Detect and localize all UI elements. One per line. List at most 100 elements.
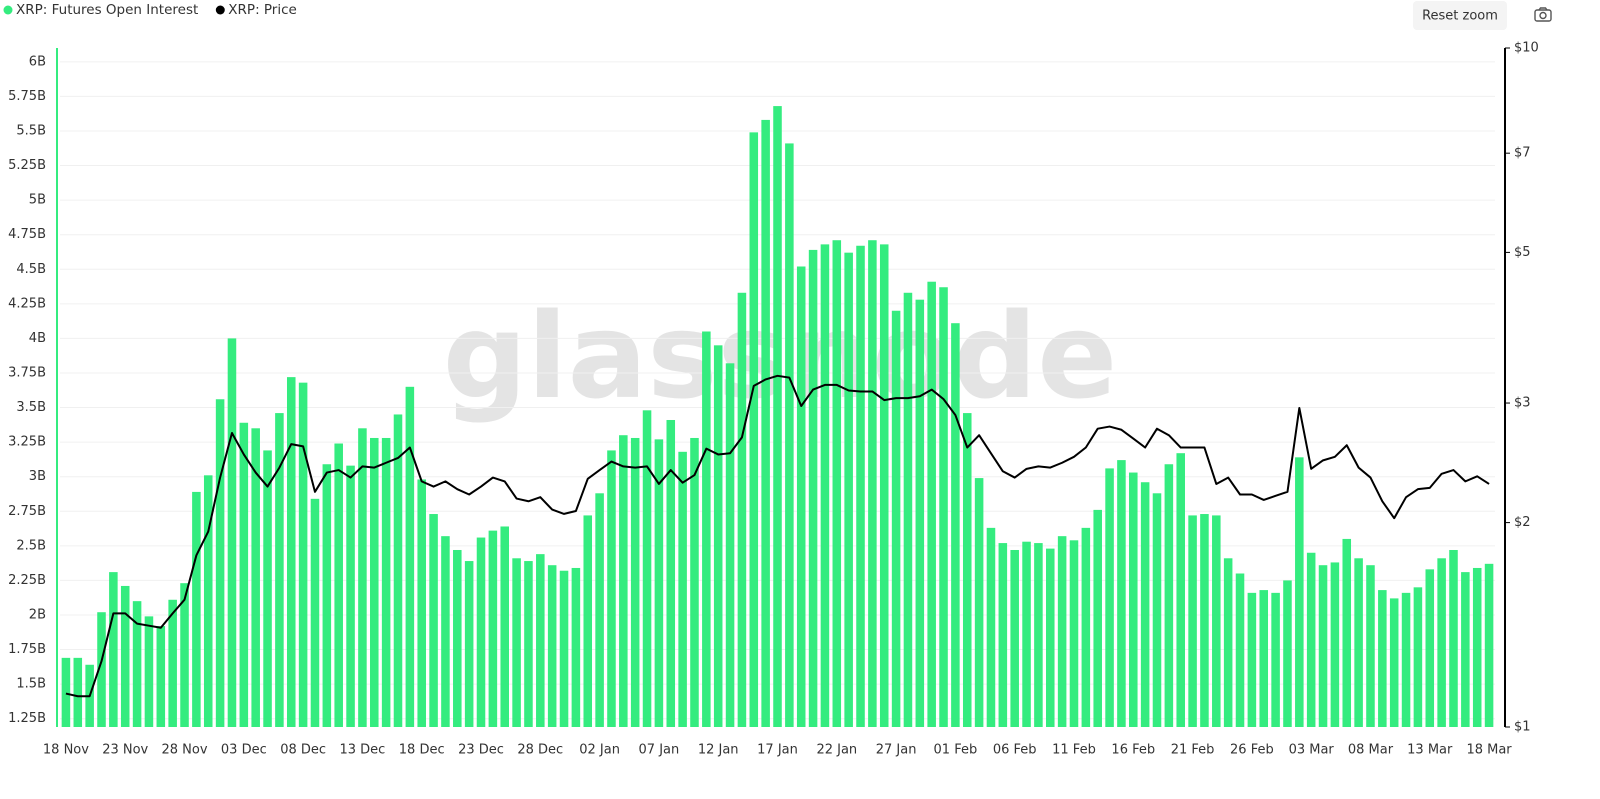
bar bbox=[773, 106, 782, 727]
bar bbox=[607, 450, 616, 727]
legend-label: XRP: Futures Open Interest bbox=[16, 2, 198, 18]
bar bbox=[1247, 592, 1257, 727]
bar bbox=[275, 413, 284, 727]
y-tick-label: 4B bbox=[29, 331, 46, 346]
bar bbox=[1366, 565, 1375, 727]
reset-zoom-button[interactable]: Reset zoom bbox=[1413, 1, 1507, 30]
legend-dot bbox=[3, 5, 13, 15]
bar bbox=[690, 437, 699, 727]
bar bbox=[1306, 552, 1316, 727]
bar bbox=[512, 558, 521, 727]
bar bbox=[1045, 548, 1055, 727]
legend-dot bbox=[215, 5, 225, 15]
x-tick-label: 28 Nov bbox=[162, 743, 208, 758]
bar bbox=[903, 292, 913, 727]
bar bbox=[856, 245, 865, 727]
bar bbox=[180, 583, 189, 727]
bar bbox=[1342, 538, 1352, 727]
bar bbox=[1235, 573, 1245, 727]
x-tick-label: 12 Jan bbox=[698, 743, 739, 758]
x-tick-label: 23 Dec bbox=[458, 743, 504, 758]
x-tick-label: 03 Dec bbox=[221, 743, 267, 758]
bar bbox=[97, 612, 106, 727]
y2-tick-label: $1 bbox=[1514, 720, 1531, 735]
bar bbox=[1152, 493, 1162, 727]
bar bbox=[227, 338, 237, 727]
bar bbox=[73, 657, 83, 727]
bar bbox=[583, 515, 593, 727]
legend-item[interactable]: XRP: Futures Open Interest bbox=[3, 2, 199, 18]
y2-tick-label: $5 bbox=[1514, 245, 1531, 260]
y-tick-label: 5.75B bbox=[8, 89, 46, 104]
camera-icon[interactable] bbox=[1534, 7, 1552, 22]
y-tick-label: 1.5B bbox=[16, 677, 46, 692]
bar bbox=[998, 543, 1008, 727]
bar bbox=[939, 287, 948, 727]
bar bbox=[844, 252, 853, 727]
bar bbox=[263, 450, 272, 727]
x-tick-label: 03 Mar bbox=[1289, 743, 1335, 758]
x-tick-label: 08 Mar bbox=[1348, 743, 1394, 758]
bar bbox=[619, 435, 628, 727]
bar bbox=[808, 249, 818, 728]
bar bbox=[1295, 457, 1304, 727]
bar bbox=[630, 437, 640, 727]
x-tick-label: 01 Feb bbox=[934, 743, 978, 758]
bar bbox=[1188, 515, 1197, 727]
bar bbox=[61, 657, 71, 727]
bar bbox=[832, 240, 842, 728]
bar bbox=[1200, 514, 1209, 727]
y-tick-label: 4.75B bbox=[8, 227, 46, 242]
bar bbox=[1449, 549, 1458, 727]
bar bbox=[915, 299, 925, 727]
y-tick-label: 2.25B bbox=[8, 573, 46, 588]
x-tick-label: 06 Feb bbox=[993, 743, 1037, 758]
bar bbox=[1093, 509, 1102, 727]
bar bbox=[1330, 562, 1340, 727]
bar bbox=[251, 428, 260, 727]
y2-tick-label: $7 bbox=[1514, 146, 1531, 161]
bar bbox=[1057, 536, 1067, 727]
bar bbox=[559, 570, 569, 727]
bar bbox=[453, 549, 462, 727]
bar bbox=[1389, 598, 1399, 727]
legend-label: XRP: Price bbox=[228, 2, 297, 18]
x-tick-label: 18 Nov bbox=[43, 743, 89, 758]
bar bbox=[1437, 558, 1446, 727]
x-tick-label: 23 Nov bbox=[102, 743, 148, 758]
bar bbox=[298, 382, 308, 727]
bar bbox=[737, 292, 747, 727]
bar bbox=[1461, 572, 1470, 727]
bar bbox=[986, 527, 996, 727]
y-tick-label: 4.5B bbox=[16, 262, 46, 277]
bar bbox=[168, 599, 177, 727]
bar bbox=[393, 414, 403, 727]
y2-tick-label: $3 bbox=[1514, 396, 1531, 411]
bar bbox=[405, 386, 415, 727]
bar bbox=[1283, 580, 1292, 727]
bar bbox=[203, 475, 213, 727]
bar bbox=[761, 119, 770, 727]
bar bbox=[595, 493, 604, 727]
x-tick-label: 13 Dec bbox=[339, 743, 385, 758]
bar bbox=[536, 554, 545, 727]
x-tick-label: 18 Dec bbox=[399, 743, 445, 758]
y-tick-label: 1.75B bbox=[8, 642, 46, 657]
bar bbox=[1354, 558, 1363, 727]
legend-item[interactable]: XRP: Price bbox=[215, 2, 297, 18]
bar bbox=[192, 491, 201, 727]
bar bbox=[1318, 565, 1328, 727]
bar bbox=[144, 616, 154, 727]
bar bbox=[322, 464, 332, 727]
bar bbox=[1129, 472, 1138, 727]
bar bbox=[346, 465, 355, 727]
bar bbox=[725, 363, 735, 727]
bar bbox=[796, 266, 806, 727]
bar bbox=[571, 567, 581, 727]
x-tick-label: 26 Feb bbox=[1230, 743, 1274, 758]
y-tick-label: 5.5B bbox=[16, 123, 46, 138]
y-tick-label: 2B bbox=[29, 607, 46, 622]
bar bbox=[820, 244, 830, 727]
bar bbox=[749, 132, 759, 727]
y-tick-label: 6B bbox=[29, 54, 46, 69]
